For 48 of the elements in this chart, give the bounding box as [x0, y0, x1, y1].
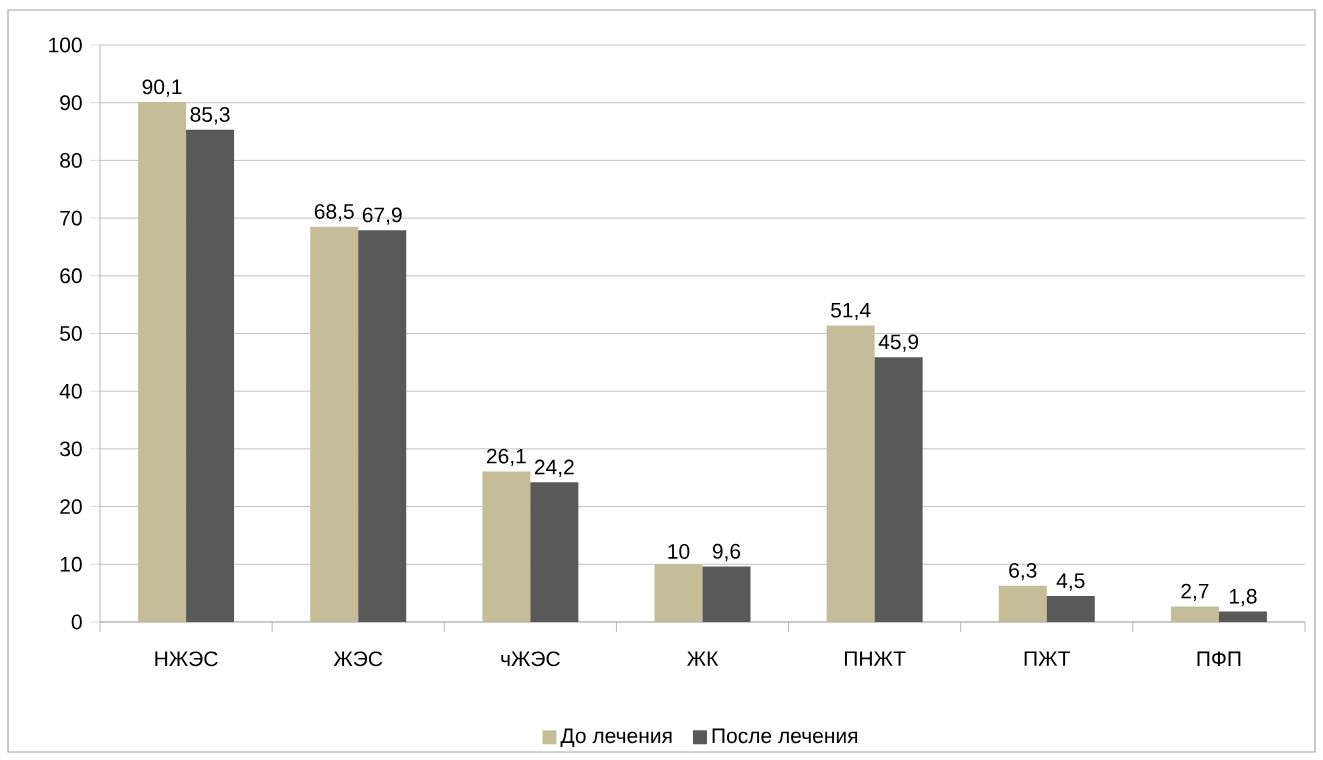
x-tick-label: НЖЭС	[155, 651, 218, 667]
bar	[702, 566, 751, 622]
data-label: 10	[668, 544, 690, 559]
bar	[1046, 596, 1095, 622]
data-label: 51,4	[831, 302, 871, 321]
bar	[1170, 606, 1219, 622]
y-tick-label: 90	[60, 95, 82, 111]
data-label: 67,9	[362, 207, 402, 225]
legend-label: После лечения	[712, 728, 858, 744]
y-tick-label: 80	[60, 152, 82, 168]
bar	[998, 585, 1047, 622]
data-label: 90,1	[142, 79, 182, 97]
x-tick-label: ПЖТ	[1024, 651, 1071, 666]
bar	[310, 226, 359, 622]
data-label: 68,5	[314, 204, 354, 222]
data-label: 2,7	[1181, 583, 1209, 602]
x-tick-label: ПНЖТ	[844, 651, 906, 666]
y-tick-label: 100	[49, 37, 82, 53]
bar	[654, 564, 703, 622]
data-label: 26,1	[486, 448, 526, 466]
bar	[826, 325, 875, 622]
data-label: 9,6	[712, 543, 741, 562]
y-tick-label: 40	[59, 383, 82, 399]
bar	[874, 357, 923, 622]
y-tick-label: 50	[60, 326, 82, 341]
y-tick-label: 0	[71, 614, 82, 630]
data-label: 4,5	[1056, 573, 1085, 591]
x-tick-label: ЖЭС	[333, 651, 383, 667]
data-label: 24,2	[534, 459, 574, 477]
y-tick-label: 30	[60, 441, 82, 457]
legend-label: До лечения	[560, 728, 672, 748]
y-tick-label: 20	[60, 499, 82, 515]
data-label: 1,8	[1229, 588, 1257, 607]
bar	[482, 471, 531, 622]
x-tick-label: ЖК	[686, 651, 719, 666]
x-tick-label: ПФП	[1197, 651, 1241, 667]
bar	[186, 129, 235, 622]
data-label: 45,9	[878, 334, 919, 352]
y-tick-label: 70	[60, 210, 82, 226]
bar	[358, 230, 407, 622]
bar	[530, 482, 579, 622]
y-tick-label: 10	[60, 556, 82, 572]
data-label: 6,3	[1009, 562, 1037, 581]
bar	[138, 102, 187, 622]
y-tick-label: 60	[60, 268, 82, 284]
data-label: 85,3	[190, 107, 230, 125]
x-tick-label: чЖЭС	[501, 651, 560, 667]
bar	[1218, 611, 1267, 622]
